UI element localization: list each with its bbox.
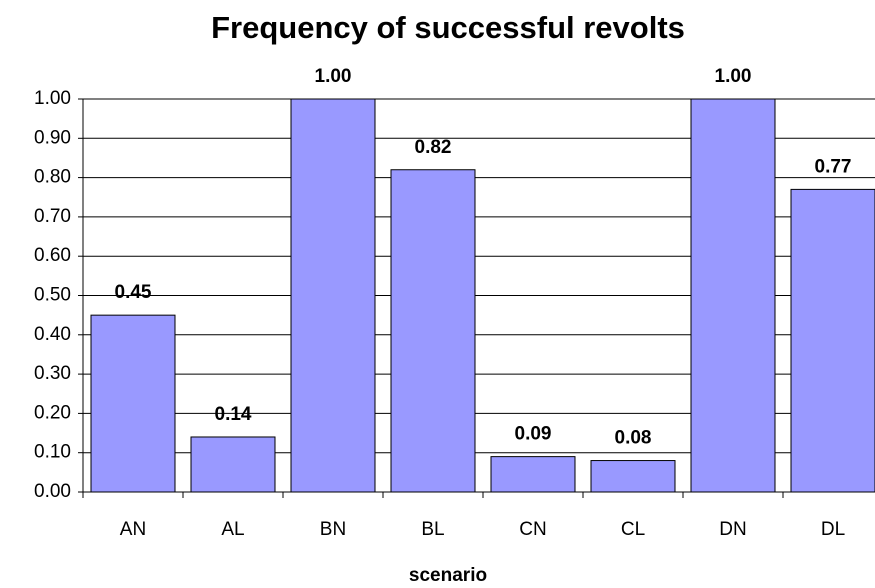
x-tick-label: CN: [519, 519, 546, 540]
value-label: 0.09: [515, 424, 552, 445]
bar: [690, 98, 776, 493]
value-label: 0.45: [115, 282, 152, 303]
bar: [790, 188, 875, 493]
value-label: 0.82: [415, 137, 452, 158]
x-tick-label: DN: [719, 519, 746, 540]
y-tick-label: 0.00: [34, 481, 71, 502]
x-tick-label: CL: [621, 519, 645, 540]
y-tick-label: 0.80: [34, 167, 71, 188]
bar: [590, 460, 676, 493]
y-tick-label: 0.90: [34, 127, 71, 148]
value-label: 0.08: [615, 428, 652, 449]
x-tick-label: BL: [421, 519, 444, 540]
x-tick-label: AN: [120, 519, 146, 540]
bar: [390, 169, 476, 493]
y-tick-label: 1.00: [34, 88, 71, 109]
y-tick-label: 0.60: [34, 245, 71, 266]
y-tick-label: 0.30: [34, 363, 71, 384]
y-tick-label: 0.70: [34, 206, 71, 227]
value-label: 0.77: [815, 156, 852, 177]
bar: [290, 98, 376, 493]
y-tick-label: 0.10: [34, 442, 71, 463]
x-tick-label: DL: [821, 519, 845, 540]
value-label: 1.00: [715, 66, 752, 87]
value-label: 1.00: [315, 66, 352, 87]
y-tick-label: 0.50: [34, 285, 71, 306]
y-tick-label: 0.20: [34, 402, 71, 423]
x-tick-label: AL: [221, 519, 244, 540]
x-axis-label: scenario: [409, 565, 487, 586]
value-label: 0.14: [215, 404, 252, 425]
y-tick-label: 0.40: [34, 324, 71, 345]
bar: [90, 314, 176, 493]
bar: [490, 456, 576, 493]
x-tick-label: BN: [320, 519, 346, 540]
chart-title: Frequency of successful revolts: [211, 10, 685, 45]
bar: [190, 436, 276, 493]
